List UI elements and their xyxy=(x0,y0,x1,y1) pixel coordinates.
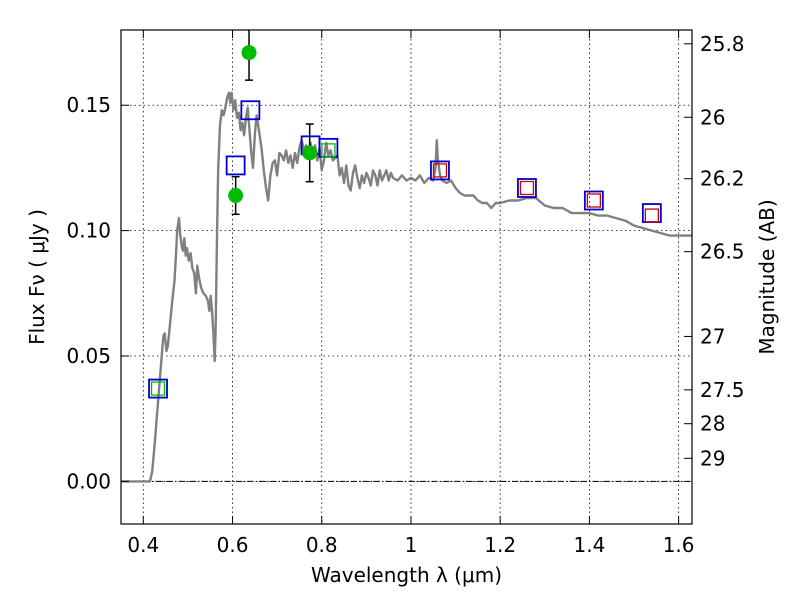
green-square-marker xyxy=(321,143,336,158)
blue-square-marker xyxy=(583,190,604,211)
red-square-marker xyxy=(644,208,660,223)
y2-tick-label: 26.2 xyxy=(700,167,745,191)
y-tick-label: 0.10 xyxy=(66,219,111,243)
tick-layer: 0.4 0.6 0.8 1 1.2 1.4 1.6 0.00 0.05 0.10 0.15 25.8 2… xyxy=(66,30,745,557)
x-tick-label: 1.2 xyxy=(484,533,516,557)
red-square-marker xyxy=(586,193,602,208)
red-square-marker xyxy=(519,180,535,196)
x-tick-label: 1.6 xyxy=(663,533,695,557)
x-tick-label: 0.6 xyxy=(217,533,249,557)
y-tick-label: 0.00 xyxy=(66,469,111,493)
green-circle-point xyxy=(241,45,257,61)
y2-tick-label: 26.5 xyxy=(700,240,745,264)
errorbar-layer xyxy=(228,30,318,216)
y2-tick-label: 28 xyxy=(700,412,725,436)
x-axis-label: Wavelength λ (μm) xyxy=(311,563,502,587)
blue-square-marker xyxy=(148,378,168,399)
grid-layer xyxy=(121,30,692,524)
marker-layer xyxy=(148,100,662,399)
y2-tick-label: 26 xyxy=(700,105,725,129)
sed-model-line xyxy=(121,91,692,483)
x-tick-label: 0.8 xyxy=(306,533,338,557)
x-tick-label: 0.4 xyxy=(127,533,159,557)
green-circle-point xyxy=(302,145,318,161)
blue-square-marker xyxy=(240,100,261,121)
y2-tick-label: 29 xyxy=(700,446,725,470)
plot-frame xyxy=(120,29,693,525)
y2-tick-label: 27 xyxy=(700,324,725,348)
y2-tick-label: 25.8 xyxy=(700,32,745,56)
red-square-marker xyxy=(432,163,448,178)
x-tick-label: 1 xyxy=(405,533,418,557)
y-tick-label: 0.15 xyxy=(66,93,111,117)
y-tick-label: 0.05 xyxy=(66,344,111,368)
blue-square-marker xyxy=(225,155,246,176)
blue-square-marker xyxy=(517,178,537,198)
x-tick-label: 1.4 xyxy=(573,533,605,557)
blue-square-marker xyxy=(430,160,450,181)
y2-tick-label: 27.5 xyxy=(700,378,745,402)
green-square-marker xyxy=(150,381,166,396)
sed-line-layer xyxy=(121,91,692,483)
green-circle-point xyxy=(228,188,244,204)
y-axis-label: Flux Fν ( μJy ) xyxy=(25,209,49,345)
y2-axis-label: Magnitude (AB) xyxy=(755,199,779,354)
